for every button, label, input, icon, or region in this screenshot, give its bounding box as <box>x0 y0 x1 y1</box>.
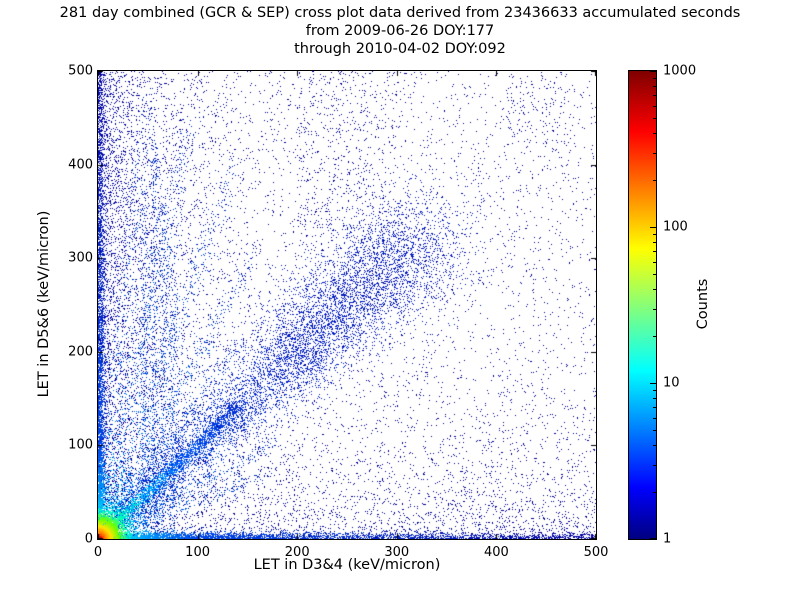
colorbar-minor-tick-mark <box>653 289 656 290</box>
y-tick-label: 100 <box>68 437 93 453</box>
chart-subtitle-from: from 2009-06-26 DOY:177 <box>305 23 495 39</box>
y-axis-label: LET in D5&6 (keV/micron) <box>36 210 52 398</box>
colorbar-minor-tick-mark <box>653 180 656 181</box>
chart-subtitle-through: through 2010-04-02 DOY:092 <box>294 41 506 57</box>
colorbar-minor-tick-mark <box>653 95 656 96</box>
colorbar-minor-tick-mark <box>653 398 656 399</box>
colorbar-minor-tick-mark <box>653 465 656 466</box>
x-tick-label: 500 <box>583 545 609 560</box>
colorbar-tick-label: 100 <box>663 219 688 235</box>
colorbar-minor-tick-mark <box>653 445 656 446</box>
x-tick-label: 300 <box>384 545 410 560</box>
x-axis-label: LET in D3&4 (keV/micron) <box>253 557 441 573</box>
colorbar-tick-mark <box>650 383 656 384</box>
y-tick-label: 500 <box>68 63 93 79</box>
plot-canvas <box>98 71 596 539</box>
colorbar-minor-tick-mark <box>653 86 656 87</box>
colorbar <box>628 70 657 540</box>
x-tick-label: 200 <box>284 545 310 560</box>
colorbar-minor-tick-mark <box>653 153 656 154</box>
colorbar-minor-tick-mark <box>653 242 656 243</box>
y-tick-label: 200 <box>68 344 93 360</box>
y-tick-label: 300 <box>68 250 93 266</box>
plot-area <box>97 70 597 540</box>
colorbar-minor-tick-mark <box>653 133 656 134</box>
colorbar-gradient <box>629 71 656 539</box>
colorbar-minor-tick-mark <box>653 251 656 252</box>
chart-header: 281 day combined (GCR & SEP) cross plot … <box>0 4 800 58</box>
colorbar-minor-tick-mark <box>653 234 656 235</box>
colorbar-tick-mark <box>650 538 656 539</box>
colorbar-minor-tick-mark <box>653 78 656 79</box>
colorbar-minor-tick-mark <box>653 492 656 493</box>
colorbar-tick-mark <box>650 227 656 228</box>
colorbar-minor-tick-mark <box>653 118 656 119</box>
colorbar-tick-label: 1000 <box>663 63 697 79</box>
x-tick-label: 0 <box>93 545 103 560</box>
colorbar-minor-tick-mark <box>653 262 656 263</box>
colorbar-minor-tick-mark <box>653 336 656 337</box>
colorbar-tick-mark <box>650 71 656 72</box>
colorbar-minor-tick-mark <box>653 418 656 419</box>
colorbar-minor-tick-mark <box>653 106 656 107</box>
x-tick-label: 400 <box>483 545 509 560</box>
colorbar-minor-tick-mark <box>653 274 656 275</box>
colorbar-tick-label: 10 <box>663 375 680 391</box>
chart-title: 281 day combined (GCR & SEP) cross plot … <box>59 5 741 21</box>
y-tick-label: 400 <box>68 157 93 173</box>
x-tick-label: 100 <box>185 545 211 560</box>
colorbar-minor-tick-mark <box>653 430 656 431</box>
colorbar-minor-tick-mark <box>653 407 656 408</box>
colorbar-label: Counts <box>695 278 711 330</box>
colorbar-minor-tick-mark <box>653 390 656 391</box>
y-tick-label: 0 <box>84 531 93 547</box>
colorbar-minor-tick-mark <box>653 309 656 310</box>
colorbar-tick-label: 1 <box>663 531 672 547</box>
